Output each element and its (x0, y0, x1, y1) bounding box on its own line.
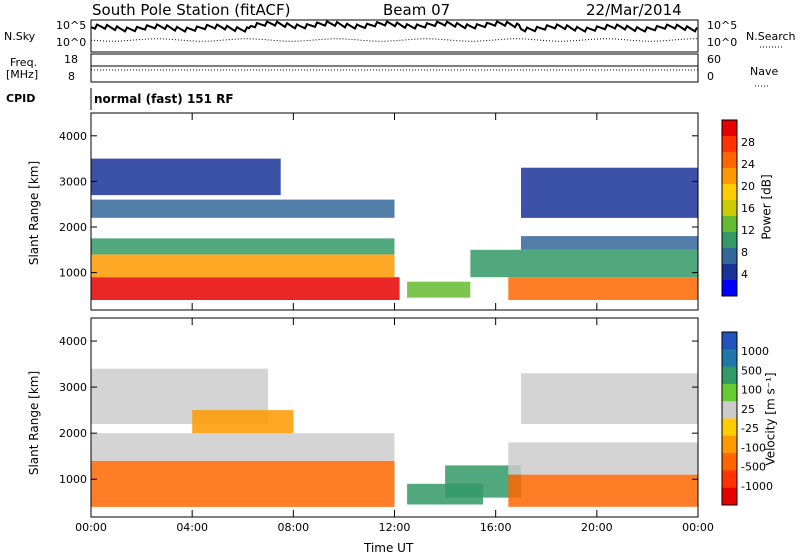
nave-tick-bottom: 0 (707, 70, 714, 83)
nsky-series (90, 20, 698, 33)
power-colorbar-tick-3: 16 (741, 202, 755, 215)
freq-tick-top: 18 (64, 53, 78, 66)
velocity-band-7 (508, 442, 698, 475)
power-band-8 (521, 236, 698, 250)
velocity-band-8 (521, 373, 698, 424)
velocity-colorbar-tick-3: 25 (741, 403, 755, 416)
nsky-label: N.Sky (4, 30, 36, 43)
velocity-colorbar-seg-9 (722, 487, 737, 506)
power-colorbar-seg-10 (722, 280, 737, 297)
nave-label: Nave (750, 65, 779, 78)
power-colorbar-seg-1 (722, 136, 737, 153)
time-tick-label-6: 00:00 (682, 521, 714, 534)
power-ytick-label-1: 2000 (59, 221, 87, 234)
power-colorbar-tick-0: 28 (741, 136, 755, 149)
power-colorbar-seg-6 (722, 216, 737, 233)
velocity-colorbar-seg-3 (722, 383, 737, 402)
power-band-5 (407, 281, 471, 298)
power-band-9 (521, 167, 698, 218)
n-tick-left-bottom: 10^0 (56, 36, 87, 49)
velocity-colorbar-seg-0 (722, 332, 737, 350)
power-ytick-label-0: 1000 (59, 267, 87, 280)
power-colorbar-seg-7 (722, 232, 737, 249)
power-colorbar-seg-8 (722, 248, 737, 265)
velocity-ytick-label-1: 2000 (59, 427, 87, 440)
time-tick-label-3: 12:00 (379, 521, 411, 534)
velocity-colorbar-tick-1: 500 (741, 364, 762, 377)
velocity-band-6 (508, 474, 698, 507)
velocity-band-1 (91, 433, 395, 461)
power-band-6 (508, 277, 698, 300)
nsky-panel (90, 19, 699, 53)
time-tick-label-5: 20:00 (581, 521, 613, 534)
power-colorbar-seg-5 (722, 200, 737, 217)
time-tick-label-4: 16:00 (480, 521, 512, 534)
velocity-colorbar-tick-0: 1000 (741, 345, 769, 358)
date-label: 22/Mar/2014 (586, 1, 682, 19)
power-colorbar-seg-0 (722, 120, 737, 137)
velocity-colorbar-tick-7: -1000 (741, 480, 773, 493)
velocity-ytick-label-0: 1000 (59, 473, 87, 486)
time-tick-label-2: 08:00 (277, 521, 309, 534)
velocity-band-3 (192, 410, 294, 434)
power-colorbar-tick-4: 12 (741, 224, 755, 237)
power-band-0 (91, 277, 400, 300)
power-colorbar-seg-3 (722, 168, 737, 185)
velocity-ytick-label-3: 4000 (59, 335, 87, 348)
power-colorbar-tick-6: 4 (741, 268, 748, 281)
velocity-colorbar-seg-7 (722, 453, 737, 471)
velocity-colorbar-seg-6 (722, 435, 737, 454)
velocity-band-0 (91, 460, 395, 507)
velocity-colorbar-tick-5: -100 (741, 441, 766, 454)
freq-tick-bottom: 8 (68, 70, 75, 83)
freq-panel (90, 53, 699, 83)
power-band-2 (91, 238, 395, 255)
station-title: South Pole Station (fitACF) (92, 1, 291, 19)
power-colorbar-seg-2 (722, 152, 737, 169)
nave-tick-top: 60 (707, 53, 721, 66)
velocity-colorbar-seg-4 (722, 401, 737, 419)
power-ylabel: Slant Range [km] (27, 160, 42, 266)
velocity-ytick-label-2: 3000 (59, 381, 87, 394)
velocity-colorbar-label: Velocity [m s⁻¹] (763, 372, 778, 466)
time-tick-label-1: 04:00 (176, 521, 208, 534)
power-colorbar-frame (721, 119, 738, 297)
nsearch-label: N.Search (746, 30, 796, 43)
power-ytick-label-3: 4000 (59, 130, 87, 143)
power-band-3 (91, 199, 395, 218)
power-colorbar-label: Power [dB] (759, 174, 774, 240)
n-tick-right-top: 10^5 (707, 19, 738, 32)
cpid-value: normal (fast) 151 RF (94, 92, 234, 106)
power-ytick-label-2: 3000 (59, 175, 87, 188)
n-tick-right-bottom: 10^0 (707, 36, 738, 49)
velocity-colorbar-tick-4: -25 (741, 422, 759, 435)
cpid-label: CPID (6, 92, 36, 105)
time-tick-label-0: 00:00 (75, 521, 107, 534)
velocity-colorbar-tick-6: -500 (741, 461, 766, 474)
power-band-4 (91, 158, 281, 196)
power-colorbar-seg-9 (722, 264, 737, 281)
power-colorbar-seg-4 (722, 184, 737, 201)
beam-label: Beam 07 (383, 1, 451, 19)
freq-label-1: Freq. (10, 56, 38, 69)
power-band-7 (470, 249, 698, 278)
velocity-colorbar-seg-2 (722, 366, 737, 385)
time-xlabel: Time UT (364, 541, 414, 555)
velocity-ylabel: Slant Range [km] (27, 370, 42, 476)
freq-label-2: [MHz] (6, 68, 39, 81)
velocity-colorbar-frame (721, 331, 738, 506)
velocity-colorbar-seg-5 (722, 418, 737, 437)
power-band-1 (91, 254, 395, 278)
power-colorbar-tick-5: 8 (741, 246, 748, 259)
power-colorbar-tick-1: 24 (741, 158, 755, 171)
velocity-colorbar-tick-2: 100 (741, 384, 762, 397)
nsearch-series (90, 38, 697, 42)
velocity-colorbar-seg-1 (722, 349, 737, 368)
velocity-colorbar-seg-8 (722, 470, 737, 489)
n-tick-left-top: 10^5 (56, 19, 87, 32)
power-colorbar-tick-2: 20 (741, 180, 755, 193)
